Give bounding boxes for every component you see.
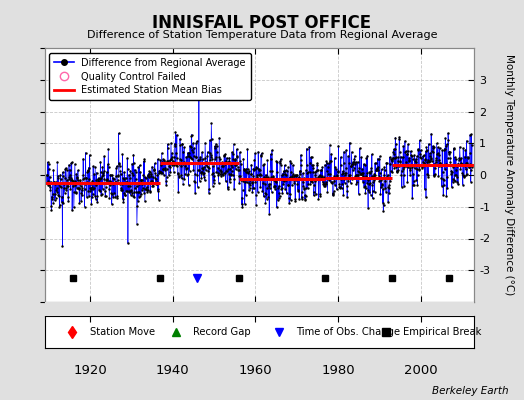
Text: Time of Obs. Change: Time of Obs. Change <box>296 327 400 337</box>
Text: 1960: 1960 <box>238 364 272 377</box>
Text: 2000: 2000 <box>403 364 438 377</box>
Text: Station Move: Station Move <box>90 327 155 337</box>
Text: 1980: 1980 <box>321 364 355 377</box>
Text: Empirical Break: Empirical Break <box>403 327 482 337</box>
Legend: Difference from Regional Average, Quality Control Failed, Estimated Station Mean: Difference from Regional Average, Qualit… <box>49 53 251 100</box>
Text: 1920: 1920 <box>73 364 107 377</box>
Text: 1940: 1940 <box>156 364 190 377</box>
Text: Berkeley Earth: Berkeley Earth <box>432 386 508 396</box>
Text: Difference of Station Temperature Data from Regional Average: Difference of Station Temperature Data f… <box>87 30 437 40</box>
Text: INNISFAIL POST OFFICE: INNISFAIL POST OFFICE <box>152 14 372 32</box>
Y-axis label: Monthly Temperature Anomaly Difference (°C): Monthly Temperature Anomaly Difference (… <box>504 54 514 296</box>
Text: Record Gap: Record Gap <box>193 327 250 337</box>
